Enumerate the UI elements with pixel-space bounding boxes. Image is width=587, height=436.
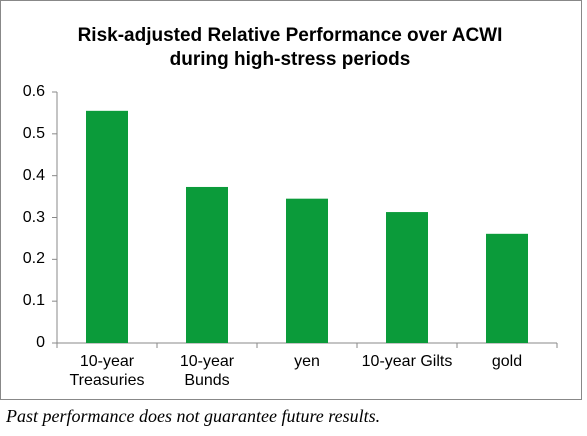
- x-tick-label: yen: [294, 353, 320, 370]
- bar: [486, 233, 528, 343]
- x-tick-label: 10-year Gilts: [361, 353, 453, 370]
- bar: [286, 198, 328, 343]
- chart-title: Risk-adjusted Relative Performance over …: [77, 25, 503, 70]
- y-tick-label: 0.6: [22, 83, 45, 100]
- chart-frame: [0, 0, 582, 400]
- bar: [86, 110, 128, 343]
- footnote: Past performance does not guarantee futu…: [6, 406, 381, 426]
- x-tick-label: 10-year Treasuries: [69, 353, 145, 389]
- bar: [386, 212, 428, 343]
- y-tick-label: 0.3: [22, 208, 45, 226]
- bar: [186, 186, 228, 343]
- y-tick-label: 0.4: [22, 166, 45, 184]
- y-tick-label: 0.5: [22, 124, 45, 142]
- y-tick-label: 0: [36, 334, 45, 351]
- x-tick-label: gold: [491, 353, 523, 370]
- x-tick-label: 10-year Bunds: [179, 353, 235, 389]
- y-tick-label: 0.1: [22, 292, 45, 310]
- y-tick-label: 0.2: [22, 250, 45, 268]
